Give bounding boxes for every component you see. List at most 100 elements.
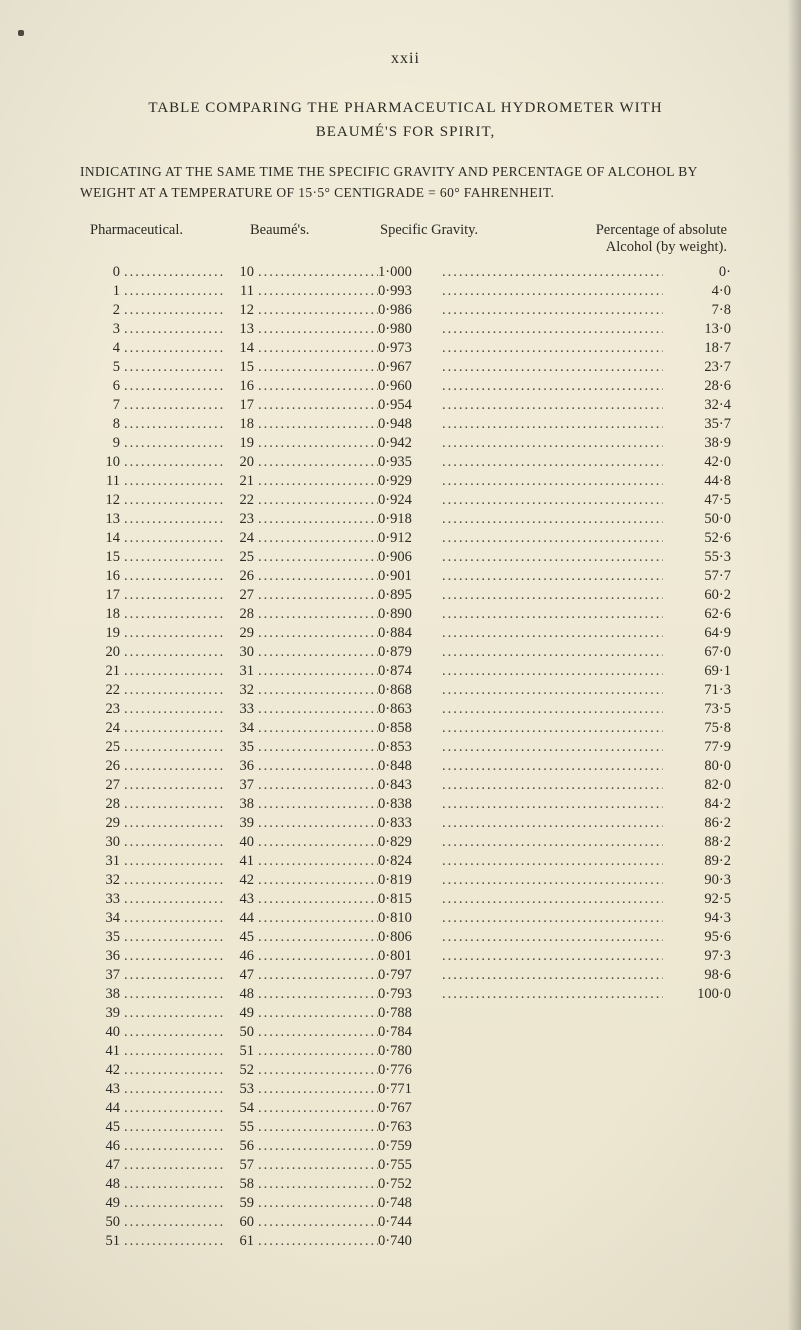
cell-pharmaceutical: 45	[80, 1118, 124, 1137]
table-row: 21......................................…	[80, 662, 731, 681]
cell-beaume: 38	[224, 795, 258, 814]
cell-specific-gravity: 0·784	[378, 1023, 442, 1042]
dot-leader: ........................................…	[258, 586, 378, 605]
cell-pharmaceutical: 19	[80, 624, 124, 643]
table-row: 11......................................…	[80, 472, 731, 491]
dot-leader: ........................................…	[124, 776, 224, 795]
dot-leader: ........................................…	[124, 1042, 224, 1061]
table-row: 20......................................…	[80, 643, 731, 662]
cell-alcohol: 94·3	[663, 909, 731, 928]
cell-specific-gravity: 0·986	[378, 301, 442, 320]
dot-leader: ........................................…	[124, 1080, 224, 1099]
cell-beaume: 23	[224, 510, 258, 529]
cell-alcohol: 89·2	[663, 852, 731, 871]
table-row: 23......................................…	[80, 700, 731, 719]
cell-specific-gravity: 0·906	[378, 548, 442, 567]
dot-leader: ........................................…	[258, 871, 378, 890]
table-row: 4.......................................…	[80, 339, 731, 358]
dot-leader: ........................................…	[442, 624, 663, 643]
cell-beaume: 35	[224, 738, 258, 757]
dot-leader: ........................................…	[258, 491, 378, 510]
cell-alcohol: 13·0	[663, 320, 731, 339]
cell-beaume: 17	[224, 396, 258, 415]
cell-pharmaceutical: 51	[80, 1232, 124, 1251]
cell-pharmaceutical: 8	[80, 415, 124, 434]
table-row: 3.......................................…	[80, 320, 731, 339]
cell-beaume: 34	[224, 719, 258, 738]
cell-specific-gravity: 0·960	[378, 377, 442, 396]
table-row: 44......................................…	[80, 1099, 731, 1118]
cell-pharmaceutical: 13	[80, 510, 124, 529]
cell-pharmaceutical: 44	[80, 1099, 124, 1118]
cell-beaume: 30	[224, 643, 258, 662]
dot-leader: ........................................…	[258, 263, 378, 282]
table-row: 12......................................…	[80, 491, 731, 510]
dot-leader: ........................................…	[124, 434, 224, 453]
dot-leader: ........................................…	[258, 377, 378, 396]
cell-alcohol: 88·2	[663, 833, 731, 852]
dot-leader: ........................................…	[258, 1232, 378, 1251]
dot-leader: ........................................…	[124, 1099, 224, 1118]
cell-pharmaceutical: 43	[80, 1080, 124, 1099]
cell-pharmaceutical: 47	[80, 1156, 124, 1175]
table-row: 5.......................................…	[80, 358, 731, 377]
dot-leader: ........................................…	[442, 814, 663, 833]
cell-specific-gravity: 0·912	[378, 529, 442, 548]
cell-beaume: 15	[224, 358, 258, 377]
dot-leader: ........................................…	[442, 339, 663, 358]
dot-leader: ........................................…	[124, 1194, 224, 1213]
dot-leader: ........................................…	[442, 795, 663, 814]
cell-alcohol: 60·2	[663, 586, 731, 605]
dot-leader: ........................................…	[258, 453, 378, 472]
cell-alcohol: 86·2	[663, 814, 731, 833]
cell-pharmaceutical: 41	[80, 1042, 124, 1061]
dot-leader: ........................................…	[124, 985, 224, 1004]
data-table: 0.......................................…	[80, 263, 731, 1251]
cell-beaume: 53	[224, 1080, 258, 1099]
table-row: 29......................................…	[80, 814, 731, 833]
cell-alcohol: 98·6	[663, 966, 731, 985]
table-row: 15......................................…	[80, 548, 731, 567]
cell-alcohol: 71·3	[663, 681, 731, 700]
cell-specific-gravity: 0·895	[378, 586, 442, 605]
dot-leader: ........................................…	[442, 662, 663, 681]
dot-leader: ........................................…	[442, 719, 663, 738]
dot-leader: ........................................…	[442, 605, 663, 624]
cell-pharmaceutical: 37	[80, 966, 124, 985]
cell-specific-gravity: 0·929	[378, 472, 442, 491]
cell-beaume: 11	[224, 282, 258, 301]
dot-leader: ........................................…	[258, 738, 378, 757]
cell-alcohol: 35·7	[663, 415, 731, 434]
cell-pharmaceutical: 11	[80, 472, 124, 491]
margin-mark	[18, 30, 24, 36]
dot-leader: ........................................…	[124, 700, 224, 719]
dot-leader: ........................................…	[124, 358, 224, 377]
cell-pharmaceutical: 18	[80, 605, 124, 624]
dot-leader: ........................................…	[442, 453, 663, 472]
dot-leader: ........................................…	[442, 472, 663, 491]
cell-beaume: 55	[224, 1118, 258, 1137]
cell-pharmaceutical: 20	[80, 643, 124, 662]
dot-leader: ........................................…	[442, 776, 663, 795]
dot-leader: ........................................…	[124, 909, 224, 928]
dot-leader: ........................................…	[442, 833, 663, 852]
dot-leader: ........................................…	[124, 928, 224, 947]
dot-leader: ........................................…	[124, 833, 224, 852]
dot-leader: ........................................…	[442, 738, 663, 757]
cell-specific-gravity: 0·924	[378, 491, 442, 510]
table-row: 1.......................................…	[80, 282, 731, 301]
cell-pharmaceutical: 50	[80, 1213, 124, 1232]
cell-specific-gravity: 0·752	[378, 1175, 442, 1194]
cell-beaume: 10	[224, 263, 258, 282]
cell-beaume: 40	[224, 833, 258, 852]
column-headers: Pharmaceutical. Beaumé's. Specific Gravi…	[80, 222, 731, 257]
dot-leader: ........................................…	[124, 1023, 224, 1042]
dot-leader: ........................................…	[258, 472, 378, 491]
dot-leader: ........................................…	[124, 643, 224, 662]
dot-leader: ........................................…	[258, 1194, 378, 1213]
cell-specific-gravity: 0·853	[378, 738, 442, 757]
cell-pharmaceutical: 30	[80, 833, 124, 852]
dot-leader: ........................................…	[258, 966, 378, 985]
dot-leader: ........................................…	[442, 510, 663, 529]
cell-pharmaceutical: 27	[80, 776, 124, 795]
